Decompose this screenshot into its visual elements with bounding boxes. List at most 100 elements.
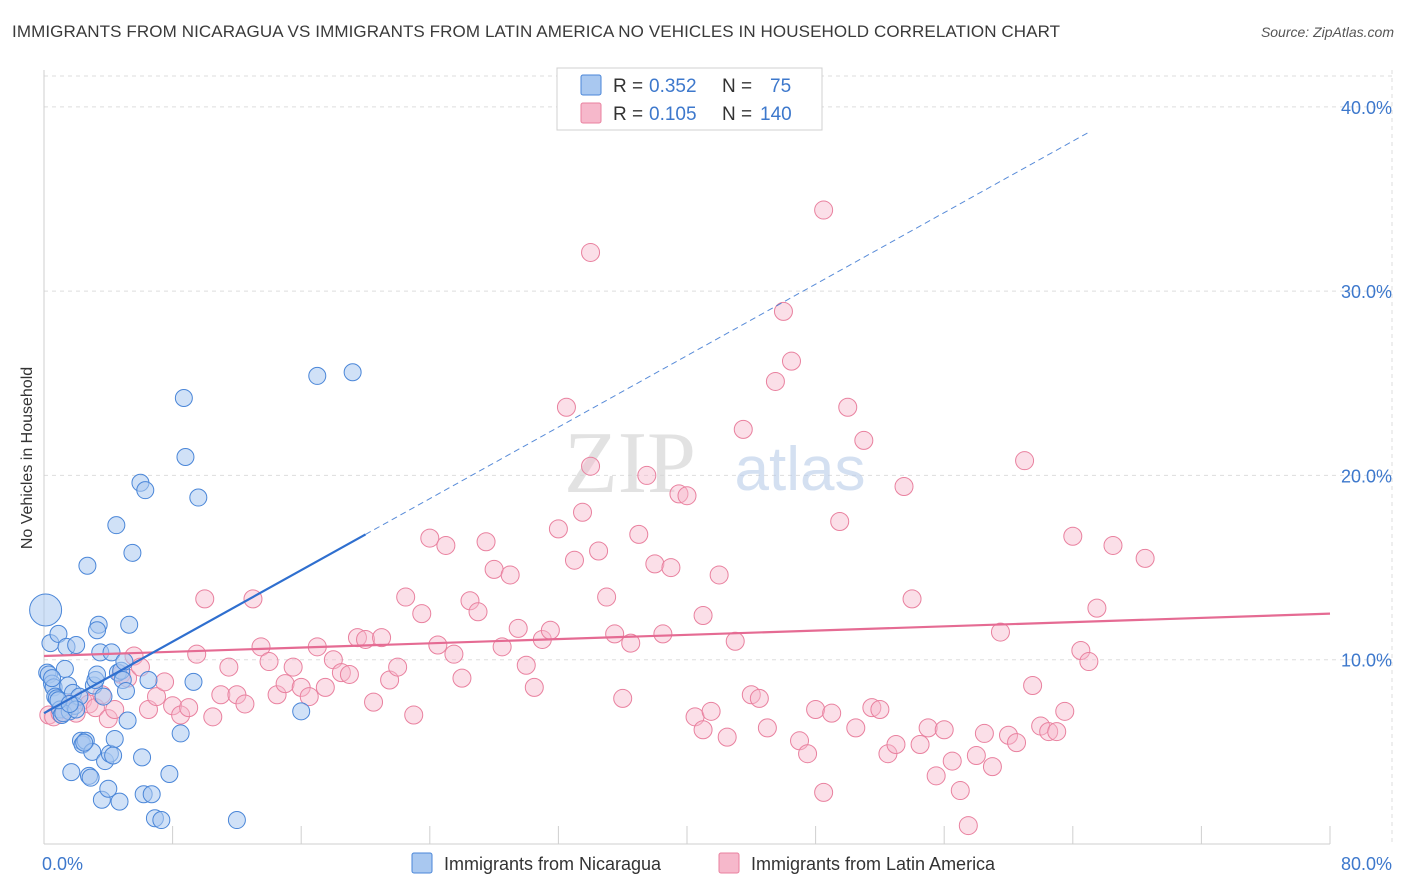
nicaragua-point xyxy=(136,481,155,500)
latin-america-point xyxy=(219,657,239,677)
latin-america-point xyxy=(1047,722,1067,742)
latin-america-point xyxy=(894,476,914,496)
latin-america-point xyxy=(1087,598,1107,618)
latin-america-point xyxy=(798,744,818,764)
trend-lines xyxy=(43,131,1331,715)
latin-america-point xyxy=(500,565,520,585)
latin-america-point xyxy=(203,707,223,727)
latin-america-point xyxy=(926,766,946,786)
latin-america-point xyxy=(364,692,384,712)
latin-america-point xyxy=(187,644,207,664)
bottom-legend-label-latin-america: Immigrants from Latin America xyxy=(751,854,996,874)
latin-america-point xyxy=(781,351,801,371)
latin-america-point xyxy=(589,541,609,561)
latin-america-point xyxy=(396,587,416,607)
nicaragua-point xyxy=(75,733,94,752)
nicaragua-point xyxy=(184,672,203,691)
latin-america-point xyxy=(1063,526,1083,546)
latin-america-point xyxy=(436,535,456,555)
nicaragua-point xyxy=(174,389,193,408)
legend-r-value-1: 0.352 xyxy=(649,76,697,97)
legend-n-value-1: 75 xyxy=(770,76,791,97)
trend-line-nicaragua xyxy=(43,533,367,715)
latin-america-point xyxy=(484,559,504,579)
nicaragua-point xyxy=(171,724,190,743)
latin-america-point xyxy=(918,718,938,738)
bottom-legend-label-nicaragua: Immigrants from Nicaragua xyxy=(444,854,662,874)
latin-america-point xyxy=(999,725,1018,745)
tick-labels: 10.0% 20.0% 30.0% 40.0% 0.0% 80.0% xyxy=(42,98,1392,874)
latin-america-point xyxy=(412,604,432,624)
nicaragua-point xyxy=(176,448,195,466)
legend-n-label-1: N = xyxy=(722,76,752,97)
latin-america-point xyxy=(460,591,480,611)
nicaragua-point xyxy=(120,615,139,634)
latin-america-point xyxy=(910,734,930,754)
nicaragua-point xyxy=(105,729,124,748)
latin-america-point xyxy=(701,701,721,721)
nicaragua-point xyxy=(292,702,311,721)
legend-r-label-2: R = xyxy=(613,104,643,125)
latin-america-point xyxy=(581,242,601,262)
bottom-legend-swatch-latin-america xyxy=(718,852,740,874)
latin-america-point xyxy=(806,699,826,719)
latin-america-point xyxy=(653,624,673,644)
latin-america-point xyxy=(870,699,890,719)
latin-america-point xyxy=(468,602,488,622)
nicaragua-point xyxy=(88,621,107,640)
axes xyxy=(43,70,1331,845)
latin-america-point xyxy=(814,200,834,220)
latin-america-point xyxy=(950,781,970,801)
x-tick-label-max: 80.0% xyxy=(1341,854,1392,874)
series-latin-america xyxy=(39,200,1155,836)
latin-america-point xyxy=(814,782,834,802)
nicaragua-point xyxy=(49,624,68,643)
latin-america-point xyxy=(902,589,922,609)
legend-swatch-latin-america xyxy=(580,102,602,124)
latin-america-point xyxy=(966,746,986,766)
latin-america-point xyxy=(372,628,392,648)
nicaragua-point xyxy=(123,543,142,562)
latin-america-point xyxy=(733,419,753,439)
latin-america-point xyxy=(275,674,295,694)
nicaragua-point xyxy=(81,768,100,787)
latin-america-point xyxy=(765,371,785,391)
latin-america-point xyxy=(693,605,713,625)
latin-america-point xyxy=(251,637,271,657)
nicaragua-point xyxy=(189,488,208,507)
latin-america-point xyxy=(717,727,737,747)
latin-america-point xyxy=(404,705,424,725)
latin-america-point xyxy=(661,558,681,578)
nicaragua-point xyxy=(133,748,152,767)
latin-america-point xyxy=(211,685,231,705)
latin-america-point xyxy=(1079,652,1099,672)
nicaragua-point xyxy=(227,811,246,830)
y-tick-label-40: 40.0% xyxy=(1341,98,1392,118)
nicaragua-point xyxy=(107,516,126,535)
latin-america-point xyxy=(524,677,544,697)
latin-america-point xyxy=(693,720,713,740)
latin-america-point xyxy=(621,633,641,653)
latin-america-point xyxy=(444,644,464,664)
x-tick-label-min: 0.0% xyxy=(42,854,83,874)
latin-america-point xyxy=(356,629,375,649)
legend-n-label-2: N = xyxy=(722,104,752,125)
latin-america-point xyxy=(629,524,649,544)
y-tick-label-20: 20.0% xyxy=(1341,466,1392,486)
nicaragua-point xyxy=(139,670,158,689)
latin-america-point xyxy=(476,532,496,552)
nicaragua-point xyxy=(160,764,179,783)
latin-america-point xyxy=(757,718,777,738)
latin-america-point xyxy=(958,816,978,836)
latin-america-point xyxy=(854,430,874,450)
nicaragua-point xyxy=(104,746,123,765)
latin-america-point xyxy=(179,698,199,718)
nicaragua-point xyxy=(142,785,161,804)
latin-america-point xyxy=(934,720,954,740)
latin-america-point xyxy=(235,694,255,714)
latin-america-point xyxy=(1039,722,1059,742)
latin-america-point xyxy=(830,512,850,531)
latin-america-point xyxy=(259,652,279,672)
trend-line-latin-america xyxy=(43,612,1331,658)
latin-america-point xyxy=(822,703,842,723)
